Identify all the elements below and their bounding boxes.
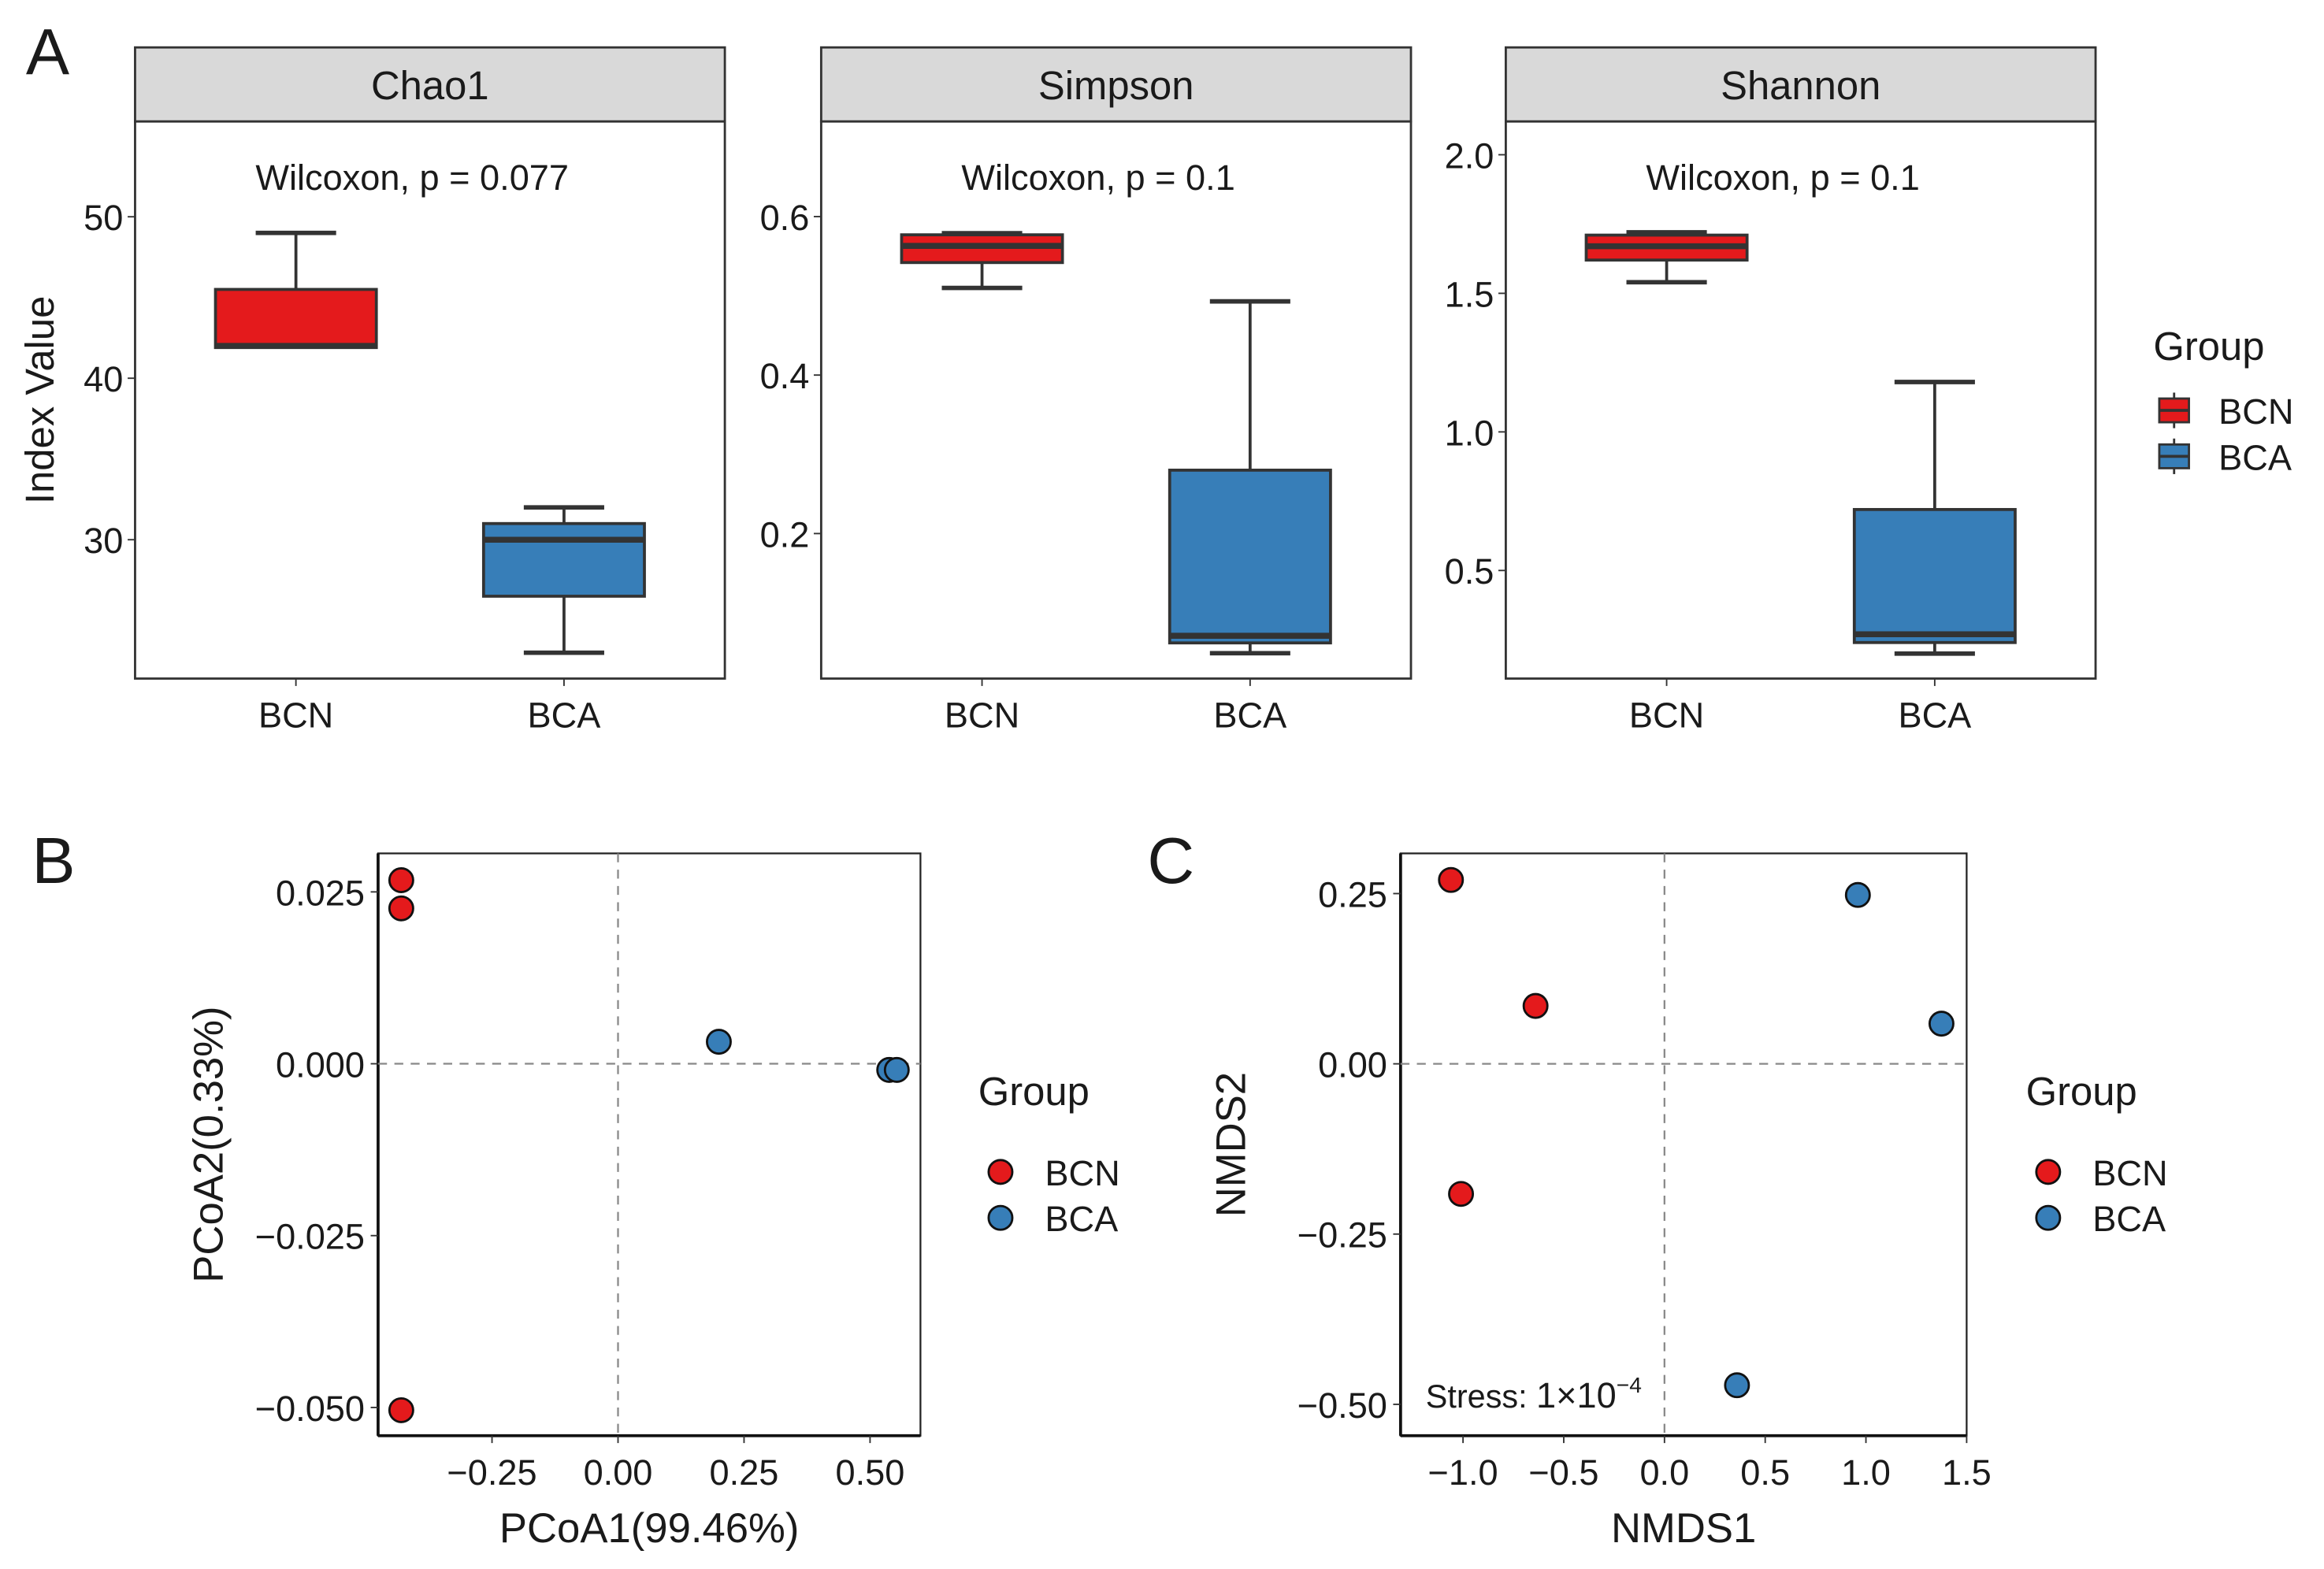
x-tick-label: 0.00 bbox=[584, 1452, 653, 1493]
box-bca bbox=[1852, 507, 2017, 644]
point-bca bbox=[1724, 1372, 1750, 1399]
wilcoxon-annotation: Wilcoxon, p = 0.1 bbox=[961, 158, 1234, 198]
legend-key-bca bbox=[2035, 1204, 2062, 1231]
facet-title: Chao1 bbox=[371, 63, 489, 108]
x-tick-label: 1.5 bbox=[1942, 1452, 1992, 1493]
x-tick-label: 0.5 bbox=[1740, 1452, 1790, 1493]
legend-label: BCN bbox=[1045, 1153, 1119, 1193]
y-tick-label: 1.5 bbox=[1445, 274, 1494, 314]
legend-title: Group bbox=[2153, 324, 2264, 369]
panel-label-b: B bbox=[32, 824, 75, 897]
x-tick-label: BCA bbox=[1898, 695, 1972, 736]
y-tick-label: 0.6 bbox=[760, 198, 810, 238]
point-bcn bbox=[1438, 866, 1465, 893]
x-tick-label: −1.0 bbox=[1428, 1452, 1498, 1493]
point-bca bbox=[706, 1029, 732, 1055]
y-tick-label: 0.025 bbox=[276, 873, 365, 913]
y-tick-label: 0.000 bbox=[276, 1044, 365, 1085]
facet-strip bbox=[819, 46, 1413, 123]
point-bcn bbox=[388, 1397, 414, 1423]
wilcoxon-annotation: Wilcoxon, p = 0.1 bbox=[1646, 158, 1919, 198]
y-tick-label: 0.4 bbox=[760, 356, 810, 396]
y-tick-label: 0.2 bbox=[760, 514, 810, 555]
y-tick-label: −0.025 bbox=[255, 1217, 365, 1257]
y-tick-label: 40 bbox=[84, 359, 123, 399]
box-bcn bbox=[213, 287, 378, 350]
stress-annotation: Stress: 1×10−4 bbox=[1426, 1372, 1642, 1415]
y-tick-label: 0.5 bbox=[1445, 551, 1494, 592]
legend-key-bcn bbox=[2035, 1159, 2062, 1185]
y-tick-label: 50 bbox=[84, 198, 123, 238]
panel-label-a: A bbox=[26, 15, 70, 88]
legend-key-bca bbox=[987, 1204, 1014, 1231]
x-tick-label: 0.25 bbox=[710, 1452, 779, 1493]
point-bca bbox=[1928, 1011, 1955, 1037]
legend-key-bcn bbox=[987, 1159, 1014, 1185]
plot-area bbox=[1399, 852, 1968, 1437]
point-bca bbox=[883, 1056, 910, 1083]
x-tick-label: BCA bbox=[528, 695, 602, 736]
y-tick-label: 0.00 bbox=[1318, 1045, 1387, 1085]
point-bcn bbox=[388, 895, 414, 922]
x-tick-label: −0.25 bbox=[447, 1452, 536, 1493]
y-axis-label: Index Value bbox=[17, 296, 62, 504]
box-bca bbox=[481, 521, 646, 598]
legend-title: Group bbox=[2026, 1069, 2137, 1114]
x-tick-label: 0.50 bbox=[835, 1452, 904, 1493]
y-tick-label: −0.25 bbox=[1298, 1215, 1387, 1256]
point-bcn bbox=[1448, 1181, 1475, 1207]
legend-label: BCA bbox=[2092, 1199, 2166, 1239]
x-axis-label: NMDS1 bbox=[1611, 1505, 1756, 1552]
facet-strip bbox=[1504, 46, 2097, 123]
legend-label: BCN bbox=[2218, 391, 2293, 432]
wilcoxon-annotation: Wilcoxon, p = 0.077 bbox=[255, 158, 569, 198]
x-tick-label: BCN bbox=[258, 695, 333, 736]
facet-title: Simpson bbox=[1038, 63, 1194, 108]
y-axis-label: PCoA2(0.33%) bbox=[185, 1006, 232, 1282]
legend-label: BCA bbox=[1045, 1199, 1119, 1239]
y-tick-label: 30 bbox=[84, 521, 123, 561]
legend-title: Group bbox=[978, 1069, 1090, 1114]
x-axis-label: PCoA1(99.46%) bbox=[499, 1505, 799, 1552]
point-bcn bbox=[1522, 992, 1549, 1019]
box-bca bbox=[1168, 469, 1332, 645]
legend-label: BCA bbox=[2218, 437, 2292, 477]
x-tick-label: 1.0 bbox=[1841, 1452, 1891, 1493]
x-tick-label: BCN bbox=[945, 695, 1019, 736]
x-tick-label: 0.0 bbox=[1639, 1452, 1689, 1493]
panel-label-c: C bbox=[1147, 824, 1194, 897]
y-tick-label: −0.50 bbox=[1298, 1385, 1387, 1426]
x-tick-label: BCA bbox=[1213, 695, 1287, 736]
facet-title: Shannon bbox=[1721, 63, 1880, 108]
y-axis-label: NMDS2 bbox=[1208, 1072, 1254, 1217]
stress-prefix: Stress: bbox=[1426, 1378, 1536, 1415]
y-tick-label: 2.0 bbox=[1445, 135, 1494, 176]
y-tick-label: 1.0 bbox=[1445, 413, 1494, 453]
plot-area bbox=[377, 852, 922, 1437]
legend-label: BCN bbox=[2092, 1153, 2167, 1193]
x-tick-label: BCN bbox=[1629, 695, 1704, 736]
stress-exponent: −4 bbox=[1617, 1372, 1642, 1397]
point-bca bbox=[1844, 881, 1871, 908]
y-tick-label: 0.25 bbox=[1318, 874, 1387, 914]
y-tick-label: −0.050 bbox=[255, 1389, 365, 1429]
stress-value: 1×10 bbox=[1536, 1375, 1617, 1415]
facet-strip bbox=[134, 46, 726, 123]
x-tick-label: −0.5 bbox=[1528, 1452, 1598, 1493]
point-bcn bbox=[388, 867, 414, 893]
